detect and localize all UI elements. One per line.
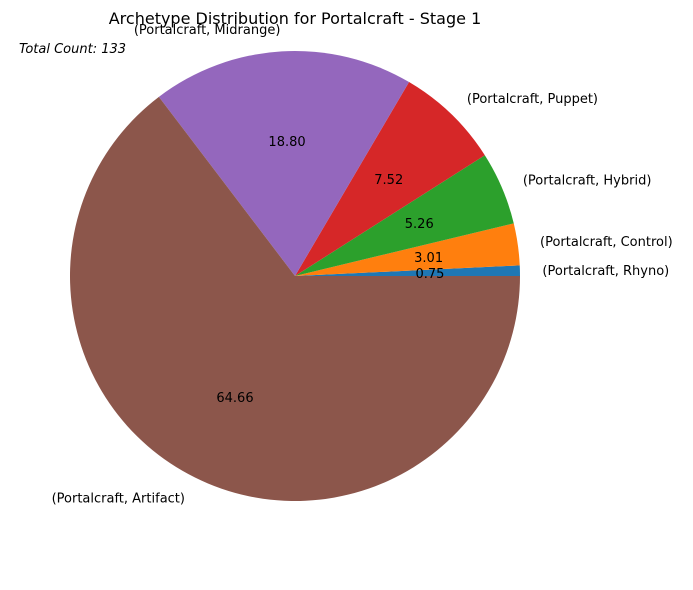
pie-slice bbox=[70, 96, 520, 502]
pie-slices bbox=[70, 51, 520, 502]
slice-category-label: (Portalcraft, Artifact) bbox=[52, 492, 185, 507]
pie-slice bbox=[295, 223, 520, 276]
slice-category-label: (Portalcraft, Rhyno) bbox=[542, 264, 669, 279]
slice-value-label: 0.75 bbox=[415, 267, 444, 282]
slice-value-label: 5.26 bbox=[405, 217, 434, 232]
total-count-annotation: Total Count: 133 bbox=[19, 42, 126, 57]
pie-labels: 0.75 (Portalcraft, Rhyno) 3.01 (Portalcraft… bbox=[52, 23, 673, 507]
slice-value-label: 18.80 bbox=[268, 135, 305, 150]
pie-slice bbox=[295, 82, 485, 276]
pie-slice bbox=[295, 265, 520, 276]
pie-slice bbox=[158, 51, 410, 276]
slice-category-label: (Portalcraft, Hybrid) bbox=[523, 173, 652, 188]
slice-value-label: 3.01 bbox=[414, 251, 443, 266]
slice-value-label: 64.66 bbox=[216, 391, 253, 406]
slice-category-label: (Portalcraft, Puppet) bbox=[467, 92, 598, 107]
slice-value-label: 7.52 bbox=[374, 173, 403, 188]
slice-category-label: (Portalcraft, Midrange) bbox=[134, 23, 281, 38]
pie-slice bbox=[295, 155, 514, 276]
slice-category-label: (Portalcraft, Control) bbox=[540, 235, 673, 250]
chart-title: Archetype Distribution for Portalcraft -… bbox=[109, 9, 482, 28]
